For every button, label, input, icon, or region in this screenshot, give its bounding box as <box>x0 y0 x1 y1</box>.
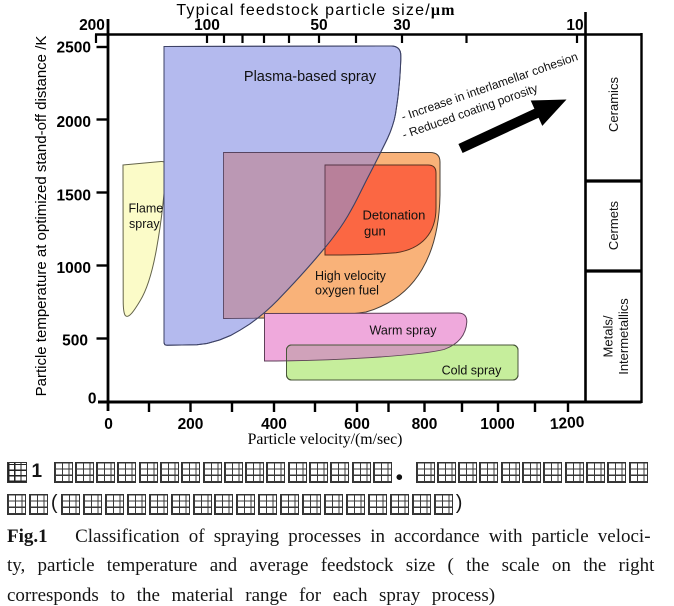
svg-text:High velocity: High velocity <box>315 269 387 283</box>
svg-text:Intermetallics: Intermetallics <box>616 298 631 375</box>
svg-text:0: 0 <box>104 416 113 433</box>
svg-text:Warm spray: Warm spray <box>370 324 438 338</box>
svg-text:400: 400 <box>261 416 287 433</box>
svg-text:gun: gun <box>364 224 386 239</box>
svg-text:30: 30 <box>393 17 410 34</box>
svg-text:1000: 1000 <box>480 416 514 433</box>
svg-text:Particle velocity/(m/sec): Particle velocity/(m/sec) <box>248 431 403 448</box>
svg-text:800: 800 <box>412 416 438 433</box>
svg-text:100: 100 <box>194 17 220 34</box>
svg-text:Cold spray: Cold spray <box>442 364 502 378</box>
svg-text:1200: 1200 <box>549 414 585 433</box>
svg-text:200: 200 <box>79 17 105 34</box>
svg-text:Metals/: Metals/ <box>601 315 616 357</box>
svg-text:500: 500 <box>62 333 88 350</box>
svg-text:spray: spray <box>129 217 160 231</box>
svg-text:600: 600 <box>344 416 370 433</box>
svg-text:0: 0 <box>88 391 97 408</box>
svg-text:200: 200 <box>178 416 204 433</box>
svg-text:Detonation: Detonation <box>363 208 426 223</box>
svg-text:50: 50 <box>310 17 327 34</box>
svg-text:2000: 2000 <box>57 114 91 131</box>
svg-text:10: 10 <box>566 17 583 34</box>
svg-text:Ceramics: Ceramics <box>606 77 621 132</box>
svg-text:Flame: Flame <box>129 202 164 216</box>
svg-text:Cermets: Cermets <box>606 200 621 250</box>
svg-text:oxygen fuel: oxygen fuel <box>315 284 379 298</box>
svg-text:2500: 2500 <box>57 40 91 57</box>
svg-text:1500: 1500 <box>57 188 91 205</box>
svg-text:Plasma-based spray: Plasma-based spray <box>244 69 377 85</box>
svg-text:Typical feedstock particle siz: Typical feedstock particle size/μm <box>176 2 455 19</box>
svg-text:1000: 1000 <box>57 260 91 277</box>
svg-text:Particle temperature at optimi: Particle temperature at optimized stand-… <box>33 36 50 397</box>
